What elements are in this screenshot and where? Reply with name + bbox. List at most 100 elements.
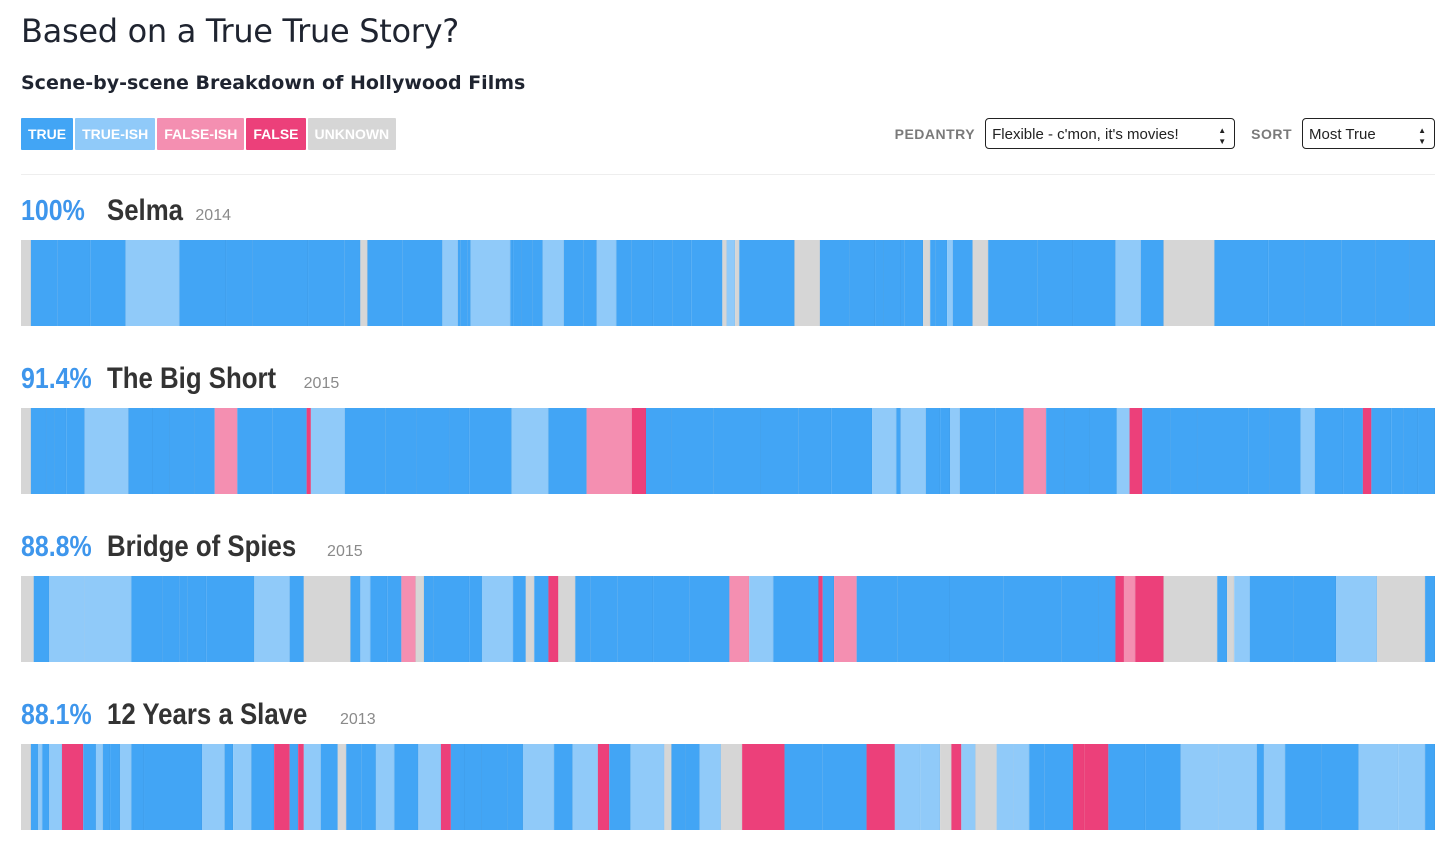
scene-segment[interactable]	[1108, 744, 1146, 830]
scene-segment[interactable]	[254, 576, 290, 662]
scene-segment[interactable]	[57, 240, 91, 326]
scene-segment[interactable]	[440, 744, 451, 830]
legend-unknown[interactable]: UNKNOWN	[307, 118, 397, 150]
scene-segment[interactable]	[1044, 744, 1074, 830]
scene-segment[interactable]	[1123, 576, 1136, 662]
pedantry-select[interactable]: Flexible - c'mon, it's movies! ▲ ▼	[985, 118, 1236, 149]
scene-segment[interactable]	[131, 576, 163, 662]
scene-segment[interactable]	[822, 576, 835, 662]
scene-segment[interactable]	[671, 408, 714, 494]
scene-segment[interactable]	[298, 744, 304, 830]
scene-segment[interactable]	[1321, 744, 1359, 830]
scene-segment[interactable]	[481, 744, 508, 830]
scene-segment[interactable]	[794, 240, 820, 326]
scene-segment[interactable]	[1341, 240, 1376, 326]
scene-segment[interactable]	[470, 240, 511, 326]
scene-segment[interactable]	[975, 744, 997, 830]
scene-segment[interactable]	[1269, 408, 1301, 494]
scene-segment[interactable]	[308, 240, 345, 326]
scene-segment[interactable]	[1234, 576, 1250, 662]
scene-segment[interactable]	[1029, 744, 1045, 830]
scene-segment[interactable]	[21, 408, 31, 494]
scene-segment[interactable]	[1343, 408, 1363, 494]
scene-segment[interactable]	[742, 744, 785, 830]
scene-segment[interactable]	[360, 240, 368, 326]
scene-segment[interactable]	[1263, 744, 1286, 830]
scene-segment[interactable]	[54, 408, 67, 494]
scene-segment[interactable]	[1142, 408, 1171, 494]
scene-segment[interactable]	[1248, 408, 1270, 494]
scene-segment[interactable]	[131, 744, 145, 830]
film-title[interactable]: Bridge of Spies	[107, 530, 297, 563]
scene-segment[interactable]	[350, 576, 361, 662]
scene-segment[interactable]	[1170, 408, 1198, 494]
scene-segment[interactable]	[1140, 240, 1164, 326]
scene-segment[interactable]	[251, 744, 275, 830]
scene-segment[interactable]	[375, 744, 395, 830]
scene-segment[interactable]	[950, 576, 1004, 662]
scene-segment[interactable]	[46, 408, 55, 494]
scene-segment[interactable]	[1398, 744, 1426, 830]
scene-segment[interactable]	[558, 576, 576, 662]
scene-segment[interactable]	[1418, 408, 1435, 494]
scene-segment[interactable]	[84, 576, 132, 662]
legend-false[interactable]: FALSE	[246, 118, 306, 150]
scene-segment[interactable]	[90, 240, 126, 326]
scene-segment[interactable]	[1425, 576, 1435, 662]
scene-segment[interactable]	[883, 240, 901, 326]
scene-segment[interactable]	[320, 744, 338, 830]
scene-segment[interactable]	[1358, 744, 1399, 830]
scene-segment[interactable]	[460, 240, 468, 326]
scene-segment[interactable]	[21, 744, 31, 830]
scene-segment[interactable]	[169, 408, 195, 494]
scene-segment[interactable]	[1403, 408, 1419, 494]
scene-segment[interactable]	[1115, 240, 1141, 326]
scene-segment[interactable]	[303, 576, 351, 662]
scene-segment[interactable]	[306, 408, 311, 494]
scene-segment[interactable]	[1268, 240, 1305, 326]
scene-segment[interactable]	[900, 240, 905, 326]
scene-bar[interactable]	[21, 744, 1435, 830]
scene-segment[interactable]	[402, 240, 443, 326]
scene-segment[interactable]	[699, 744, 721, 830]
scene-segment[interactable]	[30, 408, 47, 494]
scene-segment[interactable]	[563, 240, 584, 326]
scene-segment[interactable]	[671, 744, 686, 830]
scene-segment[interactable]	[935, 240, 948, 326]
scene-segment[interactable]	[33, 576, 50, 662]
scene-segment[interactable]	[739, 240, 795, 326]
scene-segment[interactable]	[572, 744, 598, 830]
scene-segment[interactable]	[385, 408, 417, 494]
scene-segment[interactable]	[597, 744, 610, 830]
scene-segment[interactable]	[1003, 576, 1062, 662]
scene-segment[interactable]	[691, 240, 723, 326]
scene-segment[interactable]	[442, 240, 458, 326]
scene-segment[interactable]	[596, 240, 617, 326]
scene-segment[interactable]	[1375, 240, 1410, 326]
scene-segment[interactable]	[344, 240, 361, 326]
scene-segment[interactable]	[346, 744, 362, 830]
scene-segment[interactable]	[1314, 408, 1344, 494]
scene-segment[interactable]	[66, 408, 85, 494]
scene-segment[interactable]	[729, 576, 750, 662]
scene-bar[interactable]	[21, 576, 1435, 662]
film-title[interactable]: The Big Short	[107, 362, 277, 395]
scene-segment[interactable]	[513, 240, 522, 326]
scene-segment[interactable]	[1300, 408, 1315, 494]
scene-segment[interactable]	[449, 408, 470, 494]
scene-segment[interactable]	[645, 408, 672, 494]
scene-segment[interactable]	[214, 408, 238, 494]
scene-segment[interactable]	[548, 576, 559, 662]
scene-segment[interactable]	[1413, 576, 1426, 662]
scene-segment[interactable]	[722, 240, 727, 326]
scene-segment[interactable]	[513, 576, 526, 662]
scene-segment[interactable]	[554, 744, 573, 830]
scene-segment[interactable]	[1073, 240, 1116, 326]
scene-segment[interactable]	[1425, 744, 1435, 830]
scene-segment[interactable]	[894, 744, 921, 830]
scene-segment[interactable]	[1163, 576, 1218, 662]
film-title[interactable]: 12 Years a Slave	[107, 698, 308, 731]
scene-segment[interactable]	[940, 744, 952, 830]
scene-segment[interactable]	[30, 744, 38, 830]
scene-segment[interactable]	[1391, 408, 1404, 494]
